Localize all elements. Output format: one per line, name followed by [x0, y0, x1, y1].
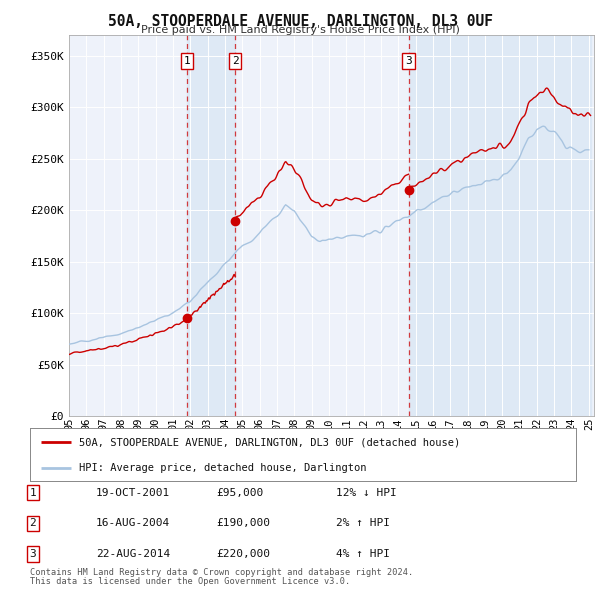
- Text: 3: 3: [29, 549, 37, 559]
- Text: 2: 2: [29, 519, 37, 528]
- Text: £220,000: £220,000: [216, 549, 270, 559]
- Text: £95,000: £95,000: [216, 488, 263, 497]
- Text: 19-OCT-2001: 19-OCT-2001: [96, 488, 170, 497]
- Text: 50A, STOOPERDALE AVENUE, DARLINGTON, DL3 0UF (detached house): 50A, STOOPERDALE AVENUE, DARLINGTON, DL3…: [79, 437, 460, 447]
- Text: 4% ↑ HPI: 4% ↑ HPI: [336, 549, 390, 559]
- Text: Price paid vs. HM Land Registry's House Price Index (HPI): Price paid vs. HM Land Registry's House …: [140, 25, 460, 35]
- Text: 2: 2: [232, 56, 239, 66]
- Text: HPI: Average price, detached house, Darlington: HPI: Average price, detached house, Darl…: [79, 463, 367, 473]
- Text: 12% ↓ HPI: 12% ↓ HPI: [336, 488, 397, 497]
- Bar: [409, 35, 590, 416]
- Text: This data is licensed under the Open Government Licence v3.0.: This data is licensed under the Open Gov…: [30, 578, 350, 586]
- Text: 50A, STOOPERDALE AVENUE, DARLINGTON, DL3 0UF: 50A, STOOPERDALE AVENUE, DARLINGTON, DL3…: [107, 14, 493, 29]
- Text: £190,000: £190,000: [216, 519, 270, 528]
- Text: 1: 1: [29, 488, 37, 497]
- Text: 2% ↑ HPI: 2% ↑ HPI: [336, 519, 390, 528]
- Text: 22-AUG-2014: 22-AUG-2014: [96, 549, 170, 559]
- Bar: [187, 35, 235, 416]
- Text: 1: 1: [184, 56, 190, 66]
- Text: 16-AUG-2004: 16-AUG-2004: [96, 519, 170, 528]
- Text: 3: 3: [405, 56, 412, 66]
- Text: Contains HM Land Registry data © Crown copyright and database right 2024.: Contains HM Land Registry data © Crown c…: [30, 568, 413, 577]
